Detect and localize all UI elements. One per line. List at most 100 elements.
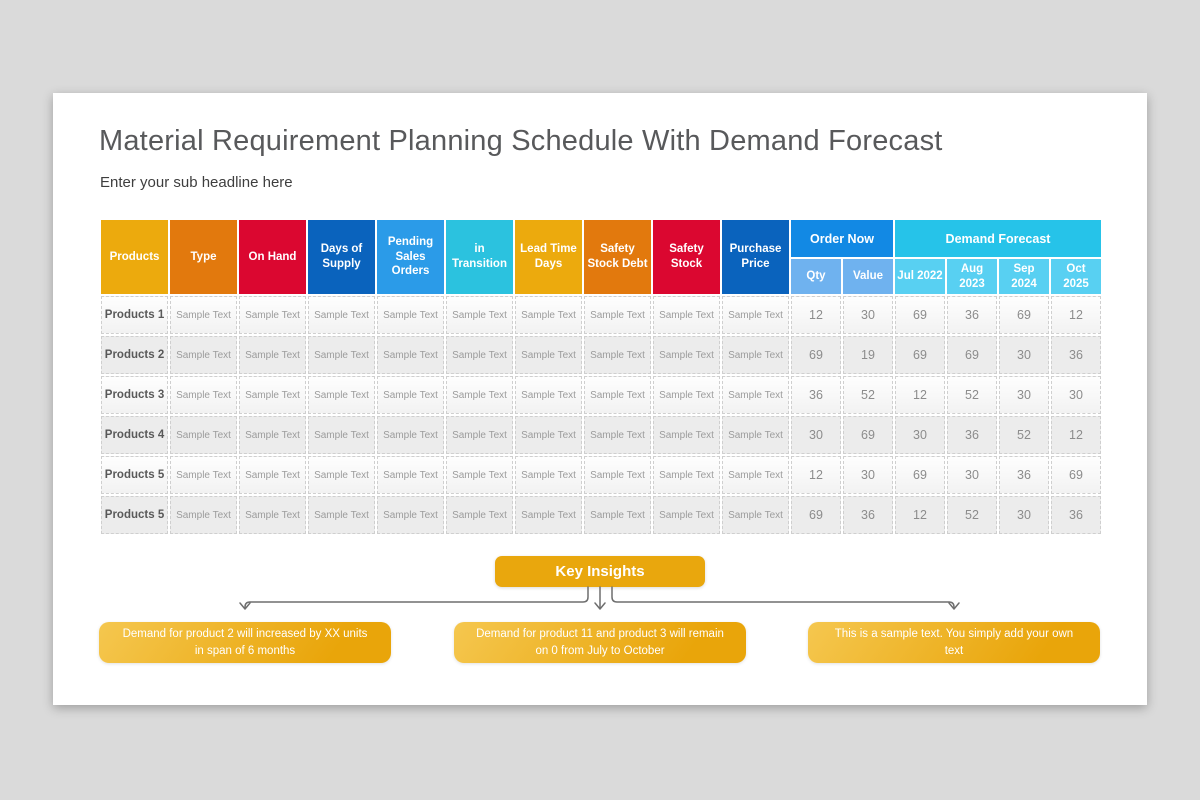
value-cell: 12 [1051, 416, 1101, 454]
header-row-main: Products Type On Hand Days of Supply Pending… [101, 220, 1101, 294]
column-header: Safety Stock Debt [584, 220, 651, 294]
value-cell: 36 [843, 496, 893, 534]
value-cell: 36 [947, 416, 997, 454]
sample-text-cell: Sample Text [722, 296, 789, 334]
sample-text-cell: Sample Text [446, 296, 513, 334]
sample-text-cell: Sample Text [653, 416, 720, 454]
value-cell: 12 [791, 296, 841, 334]
table-row: Products 5 Sample Text Sample Text Sample T… [101, 496, 1101, 534]
table-row: Products 2 Sample Text Sample Text Sample T… [101, 336, 1101, 374]
value-cell: 30 [843, 456, 893, 494]
sample-text-cell: Sample Text [515, 376, 582, 414]
column-header: Pending Sales Orders [377, 220, 444, 294]
value-cell: 36 [947, 296, 997, 334]
value-cell: 12 [895, 496, 945, 534]
callout-right: This is a sample text. You simply add yo… [808, 622, 1100, 663]
group-header: Order Now [791, 220, 893, 257]
sample-text-cell: Sample Text [446, 376, 513, 414]
sample-text-cell: Sample Text [239, 296, 306, 334]
value-cell: 36 [1051, 336, 1101, 374]
sample-text-cell: Sample Text [515, 416, 582, 454]
sample-text-cell: Sample Text [515, 296, 582, 334]
sample-text-cell: Sample Text [308, 416, 375, 454]
value-cell: 69 [947, 336, 997, 374]
sub-header: Aug 2023 [947, 259, 997, 294]
product-cell: Products 5 [101, 496, 168, 534]
value-cell: 30 [999, 376, 1049, 414]
sample-text-cell: Sample Text [239, 456, 306, 494]
sample-text-cell: Sample Text [377, 456, 444, 494]
sample-text-cell: Sample Text [722, 416, 789, 454]
sample-text-cell: Sample Text [377, 336, 444, 374]
sample-text-cell: Sample Text [377, 496, 444, 534]
sample-text-cell: Sample Text [446, 456, 513, 494]
sample-text-cell: Sample Text [515, 496, 582, 534]
value-cell: 30 [843, 296, 893, 334]
sample-text-cell: Sample Text [584, 336, 651, 374]
sample-text-cell: Sample Text [170, 296, 237, 334]
value-cell: 69 [895, 336, 945, 374]
sample-text-cell: Sample Text [170, 456, 237, 494]
sample-text-cell: Sample Text [584, 456, 651, 494]
sample-text-cell: Sample Text [308, 376, 375, 414]
page-title: Material Requirement Planning Schedule W… [99, 125, 943, 157]
sample-text-cell: Sample Text [239, 376, 306, 414]
column-header: Type [170, 220, 237, 294]
sample-text-cell: Sample Text [170, 376, 237, 414]
arrowhead-center [594, 602, 606, 610]
connector-right [611, 586, 955, 609]
sample-text-cell: Sample Text [722, 496, 789, 534]
mrp-table: Products Type On Hand Days of Supply Pending… [99, 218, 1103, 536]
sample-text-cell: Sample Text [584, 496, 651, 534]
column-header: Safety Stock [653, 220, 720, 294]
sample-text-cell: Sample Text [377, 296, 444, 334]
value-cell: 36 [1051, 496, 1101, 534]
value-cell: 19 [843, 336, 893, 374]
value-cell: 69 [999, 296, 1049, 334]
product-cell: Products 1 [101, 296, 168, 334]
table-header: Products Type On Hand Days of Supply Pending… [101, 220, 1101, 294]
sample-text-cell: Sample Text [308, 336, 375, 374]
column-header: Lead Time Days [515, 220, 582, 294]
sample-text-cell: Sample Text [239, 336, 306, 374]
sub-header: Value [843, 259, 893, 294]
sample-text-cell: Sample Text [170, 416, 237, 454]
sub-header: Jul 2022 [895, 259, 945, 294]
callout-center-text: Demand for product 11 and product 3 will… [476, 628, 724, 657]
value-cell: 30 [999, 336, 1049, 374]
sample-text-cell: Sample Text [308, 456, 375, 494]
value-cell: 52 [999, 416, 1049, 454]
table-row: Products 5 Sample Text Sample Text Sample T… [101, 456, 1101, 494]
sample-text-cell: Sample Text [377, 416, 444, 454]
sample-text-cell: Sample Text [239, 416, 306, 454]
value-cell: 69 [1051, 456, 1101, 494]
value-cell: 30 [791, 416, 841, 454]
callout-left-text: Demand for product 2 will increased by X… [122, 628, 368, 657]
column-header: Purchase Price [722, 220, 789, 294]
value-cell: 12 [791, 456, 841, 494]
sample-text-cell: Sample Text [653, 376, 720, 414]
sample-text-cell: Sample Text [308, 296, 375, 334]
sample-text-cell: Sample Text [377, 376, 444, 414]
group-header: Demand Forecast [895, 220, 1101, 257]
value-cell: 52 [843, 376, 893, 414]
product-cell: Products 3 [101, 376, 168, 414]
sample-text-cell: Sample Text [653, 456, 720, 494]
page-subtitle: Enter your sub headline here [100, 174, 293, 191]
sample-text-cell: Sample Text [722, 336, 789, 374]
value-cell: 12 [1051, 296, 1101, 334]
value-cell: 30 [947, 456, 997, 494]
table-row: Products 4 Sample Text Sample Text Sample T… [101, 416, 1101, 454]
value-cell: 69 [791, 336, 841, 374]
value-cell: 30 [895, 416, 945, 454]
value-cell: 69 [895, 456, 945, 494]
sample-text-cell: Sample Text [584, 416, 651, 454]
sample-text-cell: Sample Text [308, 496, 375, 534]
value-cell: 30 [1051, 376, 1101, 414]
value-cell: 52 [947, 376, 997, 414]
arrowhead-left [239, 602, 251, 610]
product-cell: Products 5 [101, 456, 168, 494]
key-insights-button: Key Insights [495, 556, 705, 587]
sample-text-cell: Sample Text [446, 336, 513, 374]
sample-text-cell: Sample Text [515, 336, 582, 374]
